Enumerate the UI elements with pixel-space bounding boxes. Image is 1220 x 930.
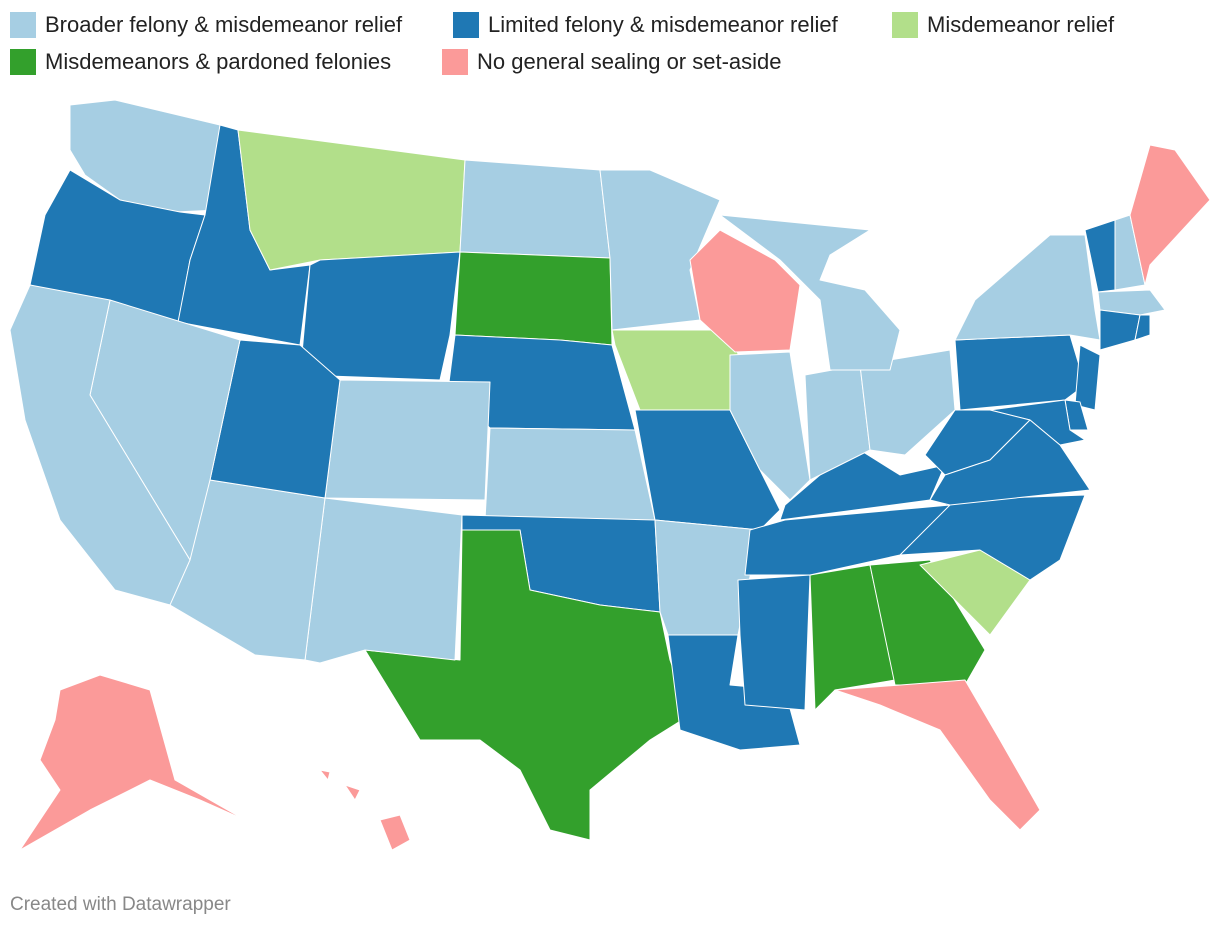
state xyxy=(719,214,901,371)
legend-swatch xyxy=(10,12,36,38)
legend-label: Misdemeanors & pardoned felonies xyxy=(45,49,391,74)
state xyxy=(19,674,246,851)
legend-label: No general sealing or set-aside xyxy=(477,49,782,74)
state xyxy=(324,379,491,501)
state xyxy=(929,419,1091,506)
state xyxy=(1074,344,1101,411)
state xyxy=(379,814,411,851)
state xyxy=(237,129,466,271)
state xyxy=(9,284,191,606)
state xyxy=(667,634,801,751)
state xyxy=(1097,289,1166,316)
legend-label: Misdemeanor relief xyxy=(927,12,1115,37)
state xyxy=(364,529,691,841)
legend-swatch xyxy=(453,12,479,38)
state xyxy=(484,427,656,521)
state xyxy=(344,784,361,801)
legend: Broader felony & misdemeanor relief Limit… xyxy=(10,12,1115,75)
state xyxy=(1134,314,1151,341)
state xyxy=(954,334,1086,411)
state xyxy=(689,229,801,353)
state xyxy=(737,574,811,711)
legend-label: Limited felony & misdemeanor relief xyxy=(488,12,839,37)
legend-swatch xyxy=(10,49,36,75)
state xyxy=(304,497,463,664)
state xyxy=(1129,144,1211,286)
state xyxy=(954,234,1101,341)
legend-swatch xyxy=(442,49,468,75)
state xyxy=(459,159,611,259)
state xyxy=(319,769,331,781)
state xyxy=(869,559,986,686)
state xyxy=(1099,309,1141,351)
state xyxy=(744,504,951,576)
map xyxy=(9,99,1211,851)
state xyxy=(729,351,811,501)
state xyxy=(859,349,956,456)
footer: Created with Datawrapper xyxy=(10,894,231,915)
state xyxy=(299,251,461,381)
state xyxy=(599,169,721,331)
state xyxy=(809,564,896,711)
state xyxy=(834,679,1041,831)
legend-swatch xyxy=(892,12,918,38)
state xyxy=(454,251,613,346)
legend-label: Broader felony & misdemeanor relief xyxy=(45,12,403,37)
